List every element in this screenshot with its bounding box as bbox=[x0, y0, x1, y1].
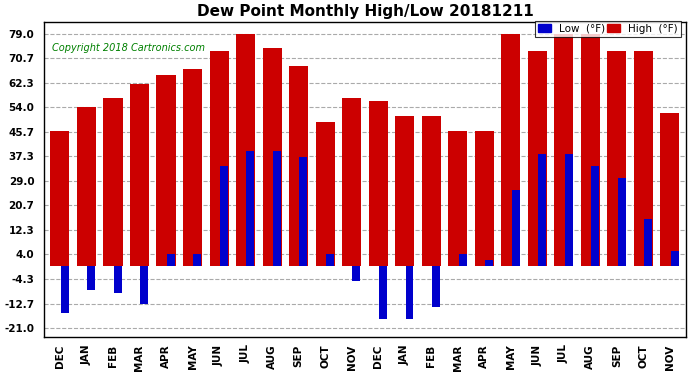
Bar bbox=[315, 122, 335, 266]
Bar bbox=[263, 48, 282, 266]
Text: Copyright 2018 Cartronics.com: Copyright 2018 Cartronics.com bbox=[52, 43, 205, 52]
Bar bbox=[511, 190, 520, 266]
Bar bbox=[671, 251, 679, 266]
Bar bbox=[50, 130, 70, 266]
Bar bbox=[432, 266, 440, 308]
Bar bbox=[210, 51, 228, 266]
Bar bbox=[406, 266, 413, 319]
Bar bbox=[528, 51, 547, 266]
Bar bbox=[475, 130, 494, 266]
Bar bbox=[289, 66, 308, 266]
Bar bbox=[485, 260, 493, 266]
Bar bbox=[501, 33, 520, 266]
Bar bbox=[183, 69, 202, 266]
Legend: Low  (°F), High  (°F): Low (°F), High (°F) bbox=[535, 21, 680, 37]
Bar bbox=[618, 178, 626, 266]
Bar bbox=[368, 101, 388, 266]
Bar bbox=[140, 266, 148, 305]
Bar bbox=[326, 254, 334, 266]
Bar bbox=[130, 84, 149, 266]
Bar bbox=[104, 98, 123, 266]
Bar bbox=[554, 33, 573, 266]
Bar bbox=[395, 116, 414, 266]
Bar bbox=[220, 166, 228, 266]
Bar bbox=[448, 130, 467, 266]
Bar bbox=[591, 166, 599, 266]
Bar bbox=[61, 266, 69, 313]
Bar bbox=[114, 266, 121, 292]
Bar bbox=[581, 33, 600, 266]
Bar bbox=[193, 254, 201, 266]
Bar bbox=[167, 254, 175, 266]
Bar bbox=[644, 219, 652, 266]
Bar bbox=[299, 157, 307, 266]
Bar bbox=[564, 154, 573, 266]
Bar bbox=[246, 151, 255, 266]
Bar bbox=[77, 107, 96, 266]
Bar bbox=[236, 33, 255, 266]
Bar bbox=[538, 154, 546, 266]
Bar bbox=[353, 266, 360, 281]
Bar bbox=[422, 116, 441, 266]
Bar bbox=[273, 151, 281, 266]
Bar bbox=[660, 113, 680, 266]
Bar bbox=[379, 266, 387, 319]
Bar bbox=[607, 51, 627, 266]
Bar bbox=[459, 254, 466, 266]
Bar bbox=[634, 51, 653, 266]
Bar bbox=[342, 98, 361, 266]
Bar bbox=[157, 75, 175, 266]
Bar bbox=[87, 266, 95, 290]
Title: Dew Point Monthly High/Low 20181211: Dew Point Monthly High/Low 20181211 bbox=[197, 4, 533, 19]
